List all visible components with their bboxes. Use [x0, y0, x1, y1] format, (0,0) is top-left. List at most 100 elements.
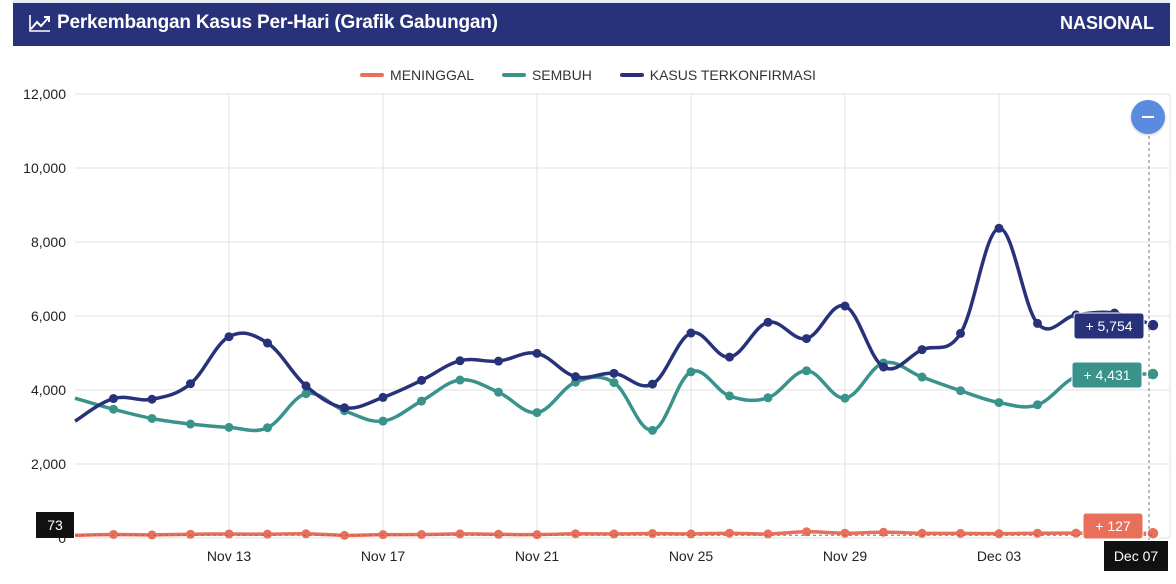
data-point-meninggal	[417, 530, 426, 540]
data-point-sembuh	[455, 375, 465, 385]
x-axis-ticks: Nov 13 Nov 17 Nov 21 Nov 25 Nov 29 Dec 03	[207, 548, 1022, 564]
data-point-sembuh	[725, 391, 734, 401]
data-point-konfirmasi	[494, 356, 503, 366]
data-point-meninggal	[494, 529, 503, 539]
data-point-meninggal	[224, 529, 234, 539]
data-point-sembuh	[109, 404, 118, 414]
data-point-meninggal	[1071, 528, 1081, 538]
minus-icon	[1142, 116, 1154, 118]
y-crosshair-label-box	[36, 512, 74, 538]
x-tick-label: Nov 21	[515, 548, 560, 564]
tooltip-sembuh-text: + 4,431	[1083, 367, 1130, 383]
legend-item-meninggal[interactable]: MENINGGAL	[360, 67, 474, 83]
data-point-konfirmasi	[994, 223, 1004, 233]
data-point-sembuh	[1033, 400, 1042, 410]
data-point-meninggal	[532, 530, 542, 540]
chart-grid	[75, 93, 1171, 539]
data-point-sembuh	[763, 393, 773, 403]
data-point-konfirmasi	[455, 356, 465, 366]
data-point-konfirmasi	[340, 403, 349, 413]
data-point-meninggal	[186, 529, 195, 539]
tooltip-sembuh: + 4,431	[1071, 361, 1143, 389]
legend-label-sembuh: SEMBUH	[531, 67, 592, 83]
data-point-sembuh	[532, 408, 542, 418]
tooltip-konfirmasi: + 5,754	[1073, 312, 1145, 340]
data-point-konfirmasi	[224, 332, 234, 342]
y-crosshair-label-text: 73	[47, 517, 63, 533]
data-point-konfirmasi	[763, 317, 773, 327]
legend-item-konfirmasi[interactable]: KASUS TERKONFIRMASI	[619, 67, 816, 83]
tooltip-konfirmasi-box	[1073, 312, 1145, 340]
y-crosshair-label: 73	[36, 512, 74, 538]
tooltip-meninggal-text: + 127	[1095, 518, 1131, 534]
data-point-konfirmasi	[956, 328, 965, 338]
legend-item-sembuh[interactable]: SEMBUH	[501, 67, 592, 83]
x-tick-label: Nov 25	[669, 548, 714, 564]
y-tick-label: 12,000	[23, 86, 66, 102]
data-point-meninggal	[455, 529, 465, 539]
data-point-meninggal	[994, 529, 1004, 539]
y-tick-label: 8,000	[31, 234, 66, 250]
data-point-meninggal	[609, 529, 619, 539]
data-point-sembuh	[494, 387, 503, 397]
data-point-sembuh	[378, 416, 388, 426]
data-point-sembuh	[301, 389, 311, 399]
chart-legend: MENINGGAL SEMBUH KASUS TERKONFIRMASI	[0, 64, 1176, 83]
data-point-meninggal	[956, 528, 965, 538]
data-point-konfirmasi	[879, 362, 888, 372]
x-crosshair-label-text: Dec 07	[1114, 548, 1159, 564]
legend-swatch-meninggal	[360, 73, 385, 77]
data-point-konfirmasi	[725, 352, 734, 362]
data-point-konfirmasi	[378, 392, 388, 402]
data-point-konfirmasi	[109, 394, 118, 404]
data-point-konfirmasi	[686, 328, 696, 338]
x-crosshair-label-box	[1104, 541, 1168, 571]
data-point-meninggal	[725, 528, 734, 538]
data-point-konfirmasi	[609, 368, 619, 378]
data-point-meninggal	[340, 530, 349, 540]
data-point-sembuh	[802, 366, 811, 376]
data-point-konfirmasi	[1146, 318, 1160, 332]
data-point-sembuh	[648, 425, 657, 435]
data-point-meninggal	[840, 528, 850, 538]
chart-series	[74, 223, 1160, 541]
line-chart-icon	[29, 15, 50, 32]
x-tick-label: Nov 29	[823, 548, 868, 564]
data-point-meninggal	[571, 529, 580, 539]
data-point-konfirmasi	[263, 338, 272, 348]
zoom-out-button[interactable]	[1131, 100, 1165, 134]
x-tick-label: Dec 03	[977, 548, 1022, 564]
x-tick-label: Nov 17	[361, 548, 406, 564]
data-point-meninggal	[1146, 526, 1160, 541]
data-point-sembuh	[147, 413, 157, 423]
data-point-konfirmasi	[186, 379, 195, 389]
data-point-sembuh	[224, 422, 234, 432]
tooltip-meninggal: + 127	[1082, 512, 1144, 540]
data-point-konfirmasi	[532, 348, 542, 358]
data-point-meninggal	[686, 529, 696, 539]
data-point-meninggal	[109, 529, 118, 539]
legend-label-meninggal: MENINGGAL	[390, 67, 475, 83]
data-point-konfirmasi	[1033, 318, 1042, 328]
data-point-meninggal	[802, 527, 811, 537]
x-crosshair-label: Dec 07	[1104, 541, 1168, 571]
data-point-sembuh	[1146, 367, 1160, 381]
legend-swatch-konfirmasi	[619, 73, 644, 77]
data-point-sembuh	[956, 386, 965, 396]
page-title: Perkembangan Kasus Per-Hari (Grafik Gabu…	[57, 12, 498, 33]
region-label[interactable]: NASIONAL	[1060, 13, 1154, 33]
data-point-sembuh	[686, 367, 696, 377]
data-point-konfirmasi	[648, 379, 657, 389]
data-point-sembuh	[263, 423, 272, 433]
data-point-sembuh	[186, 419, 195, 429]
data-point-konfirmasi	[571, 372, 580, 382]
chart-overlay: + 5,754 + 4,431 + 127 73 Dec 07	[36, 112, 1168, 571]
chart-header: Perkembangan Kasus Per-Hari (Grafik Gabu…	[13, 0, 1170, 46]
data-point-meninggal	[879, 527, 888, 537]
legend-swatch-sembuh	[501, 73, 526, 77]
series-line-konfirmasi	[74, 226, 1154, 423]
data-point-konfirmasi	[802, 334, 811, 344]
y-tick-label: 2,000	[31, 456, 66, 472]
